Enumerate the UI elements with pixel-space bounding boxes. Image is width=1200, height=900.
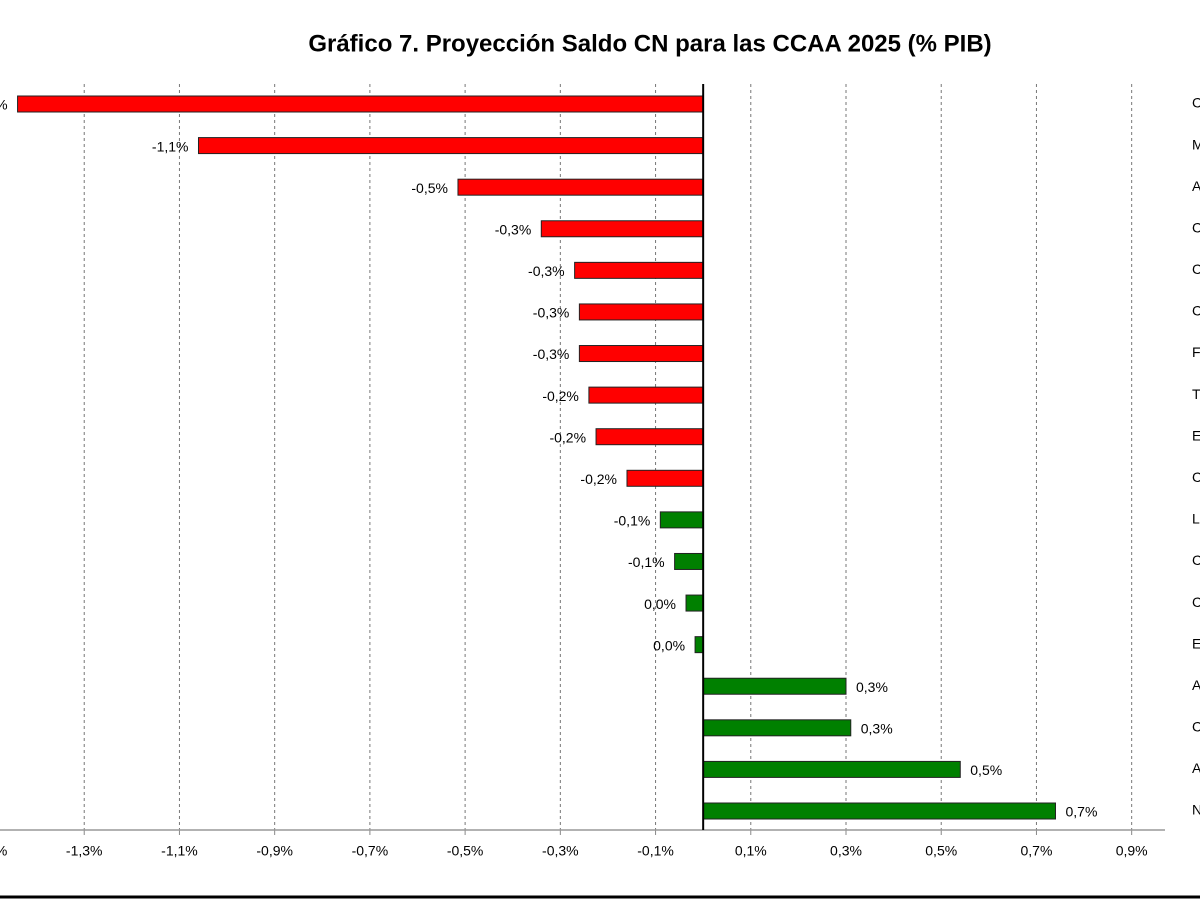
value-label: -0,1% bbox=[614, 513, 651, 529]
category-label: A bbox=[1192, 178, 1200, 194]
x-tick-label: 0,7% bbox=[1020, 843, 1052, 859]
value-label: -0,1% bbox=[628, 554, 665, 570]
category-label: L bbox=[1192, 511, 1200, 527]
bar bbox=[588, 386, 704, 404]
category-label: C bbox=[1192, 219, 1200, 235]
bar bbox=[574, 261, 704, 279]
value-label: 0,7% bbox=[1065, 804, 1097, 820]
bar bbox=[17, 95, 704, 113]
bar bbox=[674, 552, 704, 570]
category-label: C bbox=[1192, 594, 1200, 610]
x-tick-label: -0,1% bbox=[637, 843, 674, 859]
value-label: 0,0% bbox=[644, 596, 676, 612]
category-label: C bbox=[1192, 261, 1200, 277]
bar bbox=[685, 594, 704, 612]
x-tick-label: 0,3% bbox=[830, 843, 862, 859]
x-tick-label: 0,1% bbox=[735, 843, 767, 859]
x-tick-label: -0,7% bbox=[352, 843, 389, 859]
category-label: E bbox=[1192, 635, 1200, 651]
bar bbox=[578, 345, 704, 363]
category-label: C bbox=[1192, 303, 1200, 319]
bar bbox=[595, 428, 704, 446]
x-tick-label: -0,5% bbox=[447, 843, 484, 859]
value-label: 0,5% bbox=[970, 762, 1002, 778]
bar bbox=[694, 636, 704, 654]
bar bbox=[702, 719, 852, 737]
x-tick-label: -0,9% bbox=[256, 843, 293, 859]
category-label: M bbox=[1192, 136, 1200, 152]
category-label: C bbox=[1192, 469, 1200, 485]
bar bbox=[626, 469, 704, 487]
value-label: -0,5% bbox=[411, 180, 448, 196]
x-tick-label: -1,1% bbox=[161, 843, 198, 859]
category-label: F bbox=[1192, 344, 1200, 360]
bar bbox=[702, 760, 961, 778]
chart-title: Gráfico 7. Proyección Saldo CN para las … bbox=[308, 30, 991, 57]
value-label: -0,3% bbox=[533, 305, 570, 321]
value-label: -1,1% bbox=[152, 138, 189, 154]
category-label: C bbox=[1192, 552, 1200, 568]
x-tick-label: 0,5% bbox=[925, 843, 957, 859]
value-label: -0,3% bbox=[495, 221, 532, 237]
bar bbox=[457, 178, 704, 196]
bar bbox=[702, 677, 847, 695]
category-label: T bbox=[1192, 386, 1200, 402]
category-label: C bbox=[1192, 719, 1200, 735]
value-label: -0,3% bbox=[533, 346, 570, 362]
category-label: N bbox=[1192, 802, 1200, 818]
value-label: -0,2% bbox=[549, 429, 586, 445]
value-label: 0,3% bbox=[861, 721, 893, 737]
value-label: 0,3% bbox=[856, 679, 888, 695]
x-tick-label: -1,5% bbox=[0, 843, 7, 859]
bar bbox=[659, 511, 704, 529]
value-label: -0,2% bbox=[542, 388, 579, 404]
value-label: -0,3% bbox=[528, 263, 565, 279]
category-label: A bbox=[1192, 677, 1200, 693]
category-label: A bbox=[1192, 760, 1200, 776]
category-label: E bbox=[1192, 427, 1200, 443]
value-label: -0,2% bbox=[580, 471, 617, 487]
x-tick-label: -1,3% bbox=[66, 843, 103, 859]
value-label: -1,4% bbox=[0, 97, 8, 113]
x-tick-label: -0,3% bbox=[542, 843, 579, 859]
bar bbox=[702, 802, 1056, 820]
value-label: 0,0% bbox=[653, 637, 685, 653]
bar bbox=[197, 137, 704, 155]
bar bbox=[540, 220, 704, 238]
bar bbox=[578, 303, 704, 321]
x-tick-label: 0,9% bbox=[1116, 843, 1148, 859]
category-label: C bbox=[1192, 95, 1200, 111]
